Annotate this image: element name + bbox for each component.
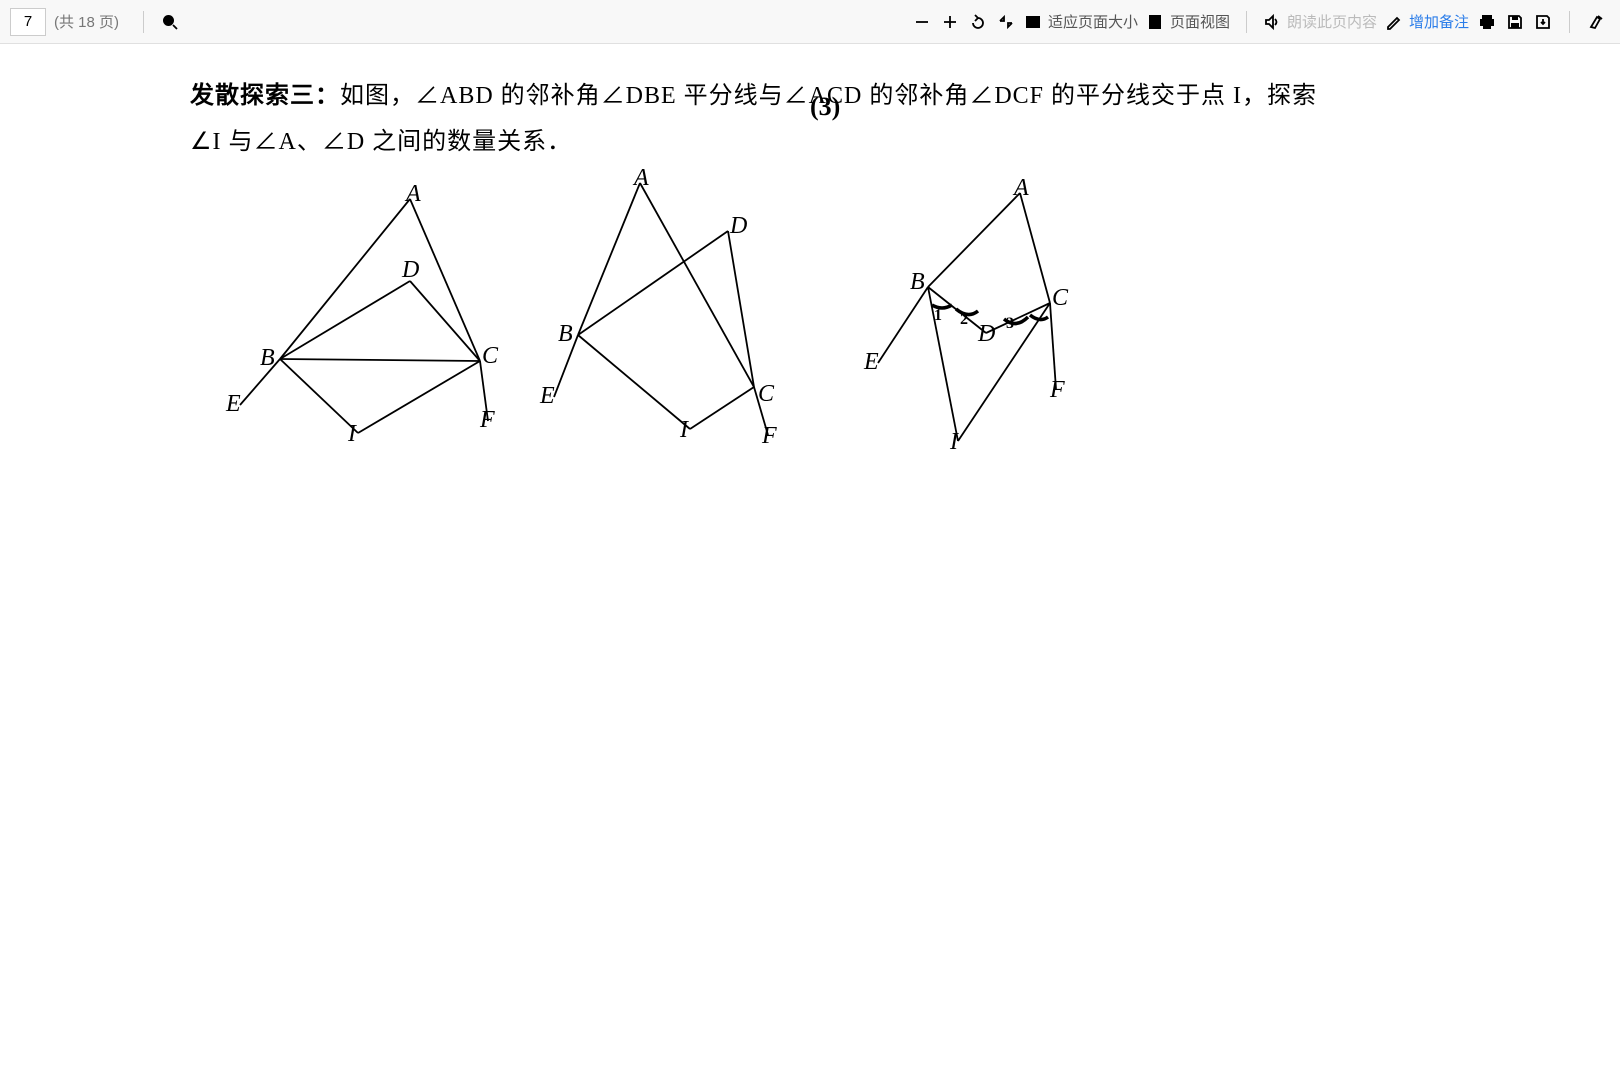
search-icon[interactable] <box>156 8 184 36</box>
zoom-in-icon[interactable] <box>936 8 964 36</box>
figure-3: A B C D E F I 1 2 3 <box>860 177 1090 477</box>
zoom-out-icon[interactable] <box>908 8 936 36</box>
figure-2: A B D C E F I <box>540 175 800 475</box>
angle-label-3: 3 <box>1006 315 1014 333</box>
print-icon[interactable] <box>1473 8 1501 36</box>
page-view-label: 页面视图 <box>1170 11 1230 32</box>
problem-line2: ∠I 与∠A、∠D 之间的数量关系． <box>190 129 572 155</box>
separator <box>143 11 144 33</box>
collapse-icon[interactable] <box>992 8 1020 36</box>
pen-tool-icon[interactable] <box>1582 8 1610 36</box>
page-number-input[interactable] <box>10 8 46 36</box>
handwritten-annotation: (3) <box>810 92 840 122</box>
add-note-label: 增加备注 <box>1409 11 1469 32</box>
fit-page-button[interactable]: 适应页面大小 <box>1020 8 1142 36</box>
page-total-label: (共 18 页) <box>54 11 119 32</box>
fit-page-label: 适应页面大小 <box>1048 11 1138 32</box>
add-note-button[interactable]: 增加备注 <box>1381 8 1473 36</box>
page-view-button[interactable]: 页面视图 <box>1142 8 1234 36</box>
separator <box>1569 11 1570 33</box>
read-aloud-label: 朗读此页内容 <box>1287 11 1377 32</box>
save-as-icon[interactable] <box>1529 8 1557 36</box>
rotate-icon[interactable] <box>964 8 992 36</box>
read-aloud-button: 朗读此页内容 <box>1259 8 1381 36</box>
document-content: 发散探索三：如图，∠ABD 的邻补角∠DBE 平分线与∠ACD 的邻补角∠DCF… <box>0 44 1620 1080</box>
figures-container: A B C D E F I A B D C E F <box>190 171 1190 511</box>
separator <box>1246 11 1247 33</box>
angle-label-2: 2 <box>960 311 968 329</box>
figure-1: A B C D E F I <box>220 181 520 471</box>
problem-title: 发散探索三： <box>190 83 340 109</box>
toolbar: (共 18 页) 适应页面大小 页面视图 朗读此页内容 增加备注 <box>0 0 1620 44</box>
angle-label-1: 1 <box>934 307 942 325</box>
save-icon[interactable] <box>1501 8 1529 36</box>
